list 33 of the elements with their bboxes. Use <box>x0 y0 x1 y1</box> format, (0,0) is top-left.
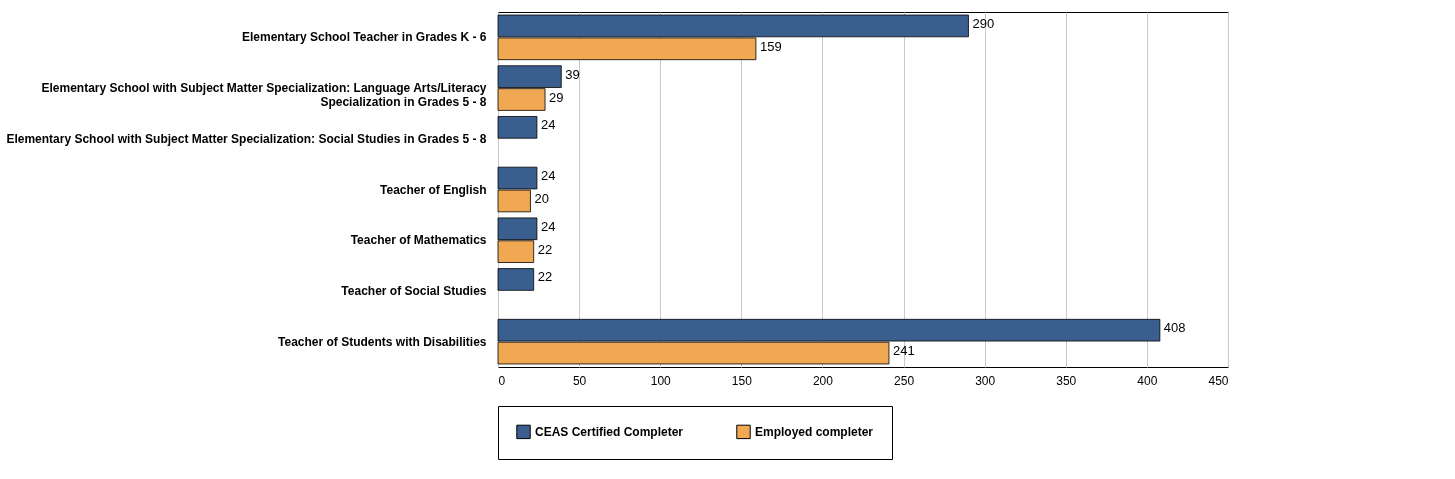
legend-label: CEAS Certified Completer <box>535 424 684 439</box>
y-tick-label: Elementary School Teacher in Grades K - 6 <box>241 30 487 45</box>
y-tick-label: Teacher of Social Studies <box>341 283 487 298</box>
x-tick-label: 150 <box>731 373 753 388</box>
y-tick-label: Teacher of English <box>380 182 487 197</box>
x-tick-label: 450 <box>1208 373 1229 388</box>
data-label: 29 <box>549 89 564 105</box>
bar <box>497 268 535 291</box>
data-label: 159 <box>759 38 782 54</box>
data-label: 24 <box>540 218 556 234</box>
data-label: 39 <box>565 66 580 82</box>
x-tick-label: 50 <box>572 373 587 388</box>
x-tick-label: 350 <box>1056 373 1077 388</box>
x-tick-label: 0 <box>498 373 506 388</box>
x-tick-label: 250 <box>894 373 915 388</box>
data-label: 24 <box>540 168 556 184</box>
data-label: 22 <box>537 269 553 285</box>
data-label: 24 <box>540 117 556 133</box>
data-label: 241 <box>892 343 915 359</box>
x-tick-label: 100 <box>650 373 672 388</box>
data-label: 290 <box>972 15 995 31</box>
y-tick-label: Teacher of Students with Disabilities <box>278 334 487 349</box>
legend-label: Employed completer <box>755 424 874 439</box>
data-label: 20 <box>534 190 549 206</box>
data-label: 408 <box>1163 320 1186 336</box>
bar <box>497 116 538 139</box>
x-tick-label: 400 <box>1137 373 1158 388</box>
y-tick-label: Teacher of Mathematics <box>350 233 487 248</box>
data-label: 22 <box>537 241 553 257</box>
x-tick-label: 200 <box>812 373 834 388</box>
y-tick-label: Elementary School with Subject Matter Specialization: Language Arts/Literacy Specialization in Grades 5 - 8 <box>41 81 487 110</box>
x-tick-label: 300 <box>975 373 996 388</box>
y-tick-label: Elementary School with Subject Matter Specialization: Social Studies in Grades 5 - 8 <box>6 131 487 146</box>
